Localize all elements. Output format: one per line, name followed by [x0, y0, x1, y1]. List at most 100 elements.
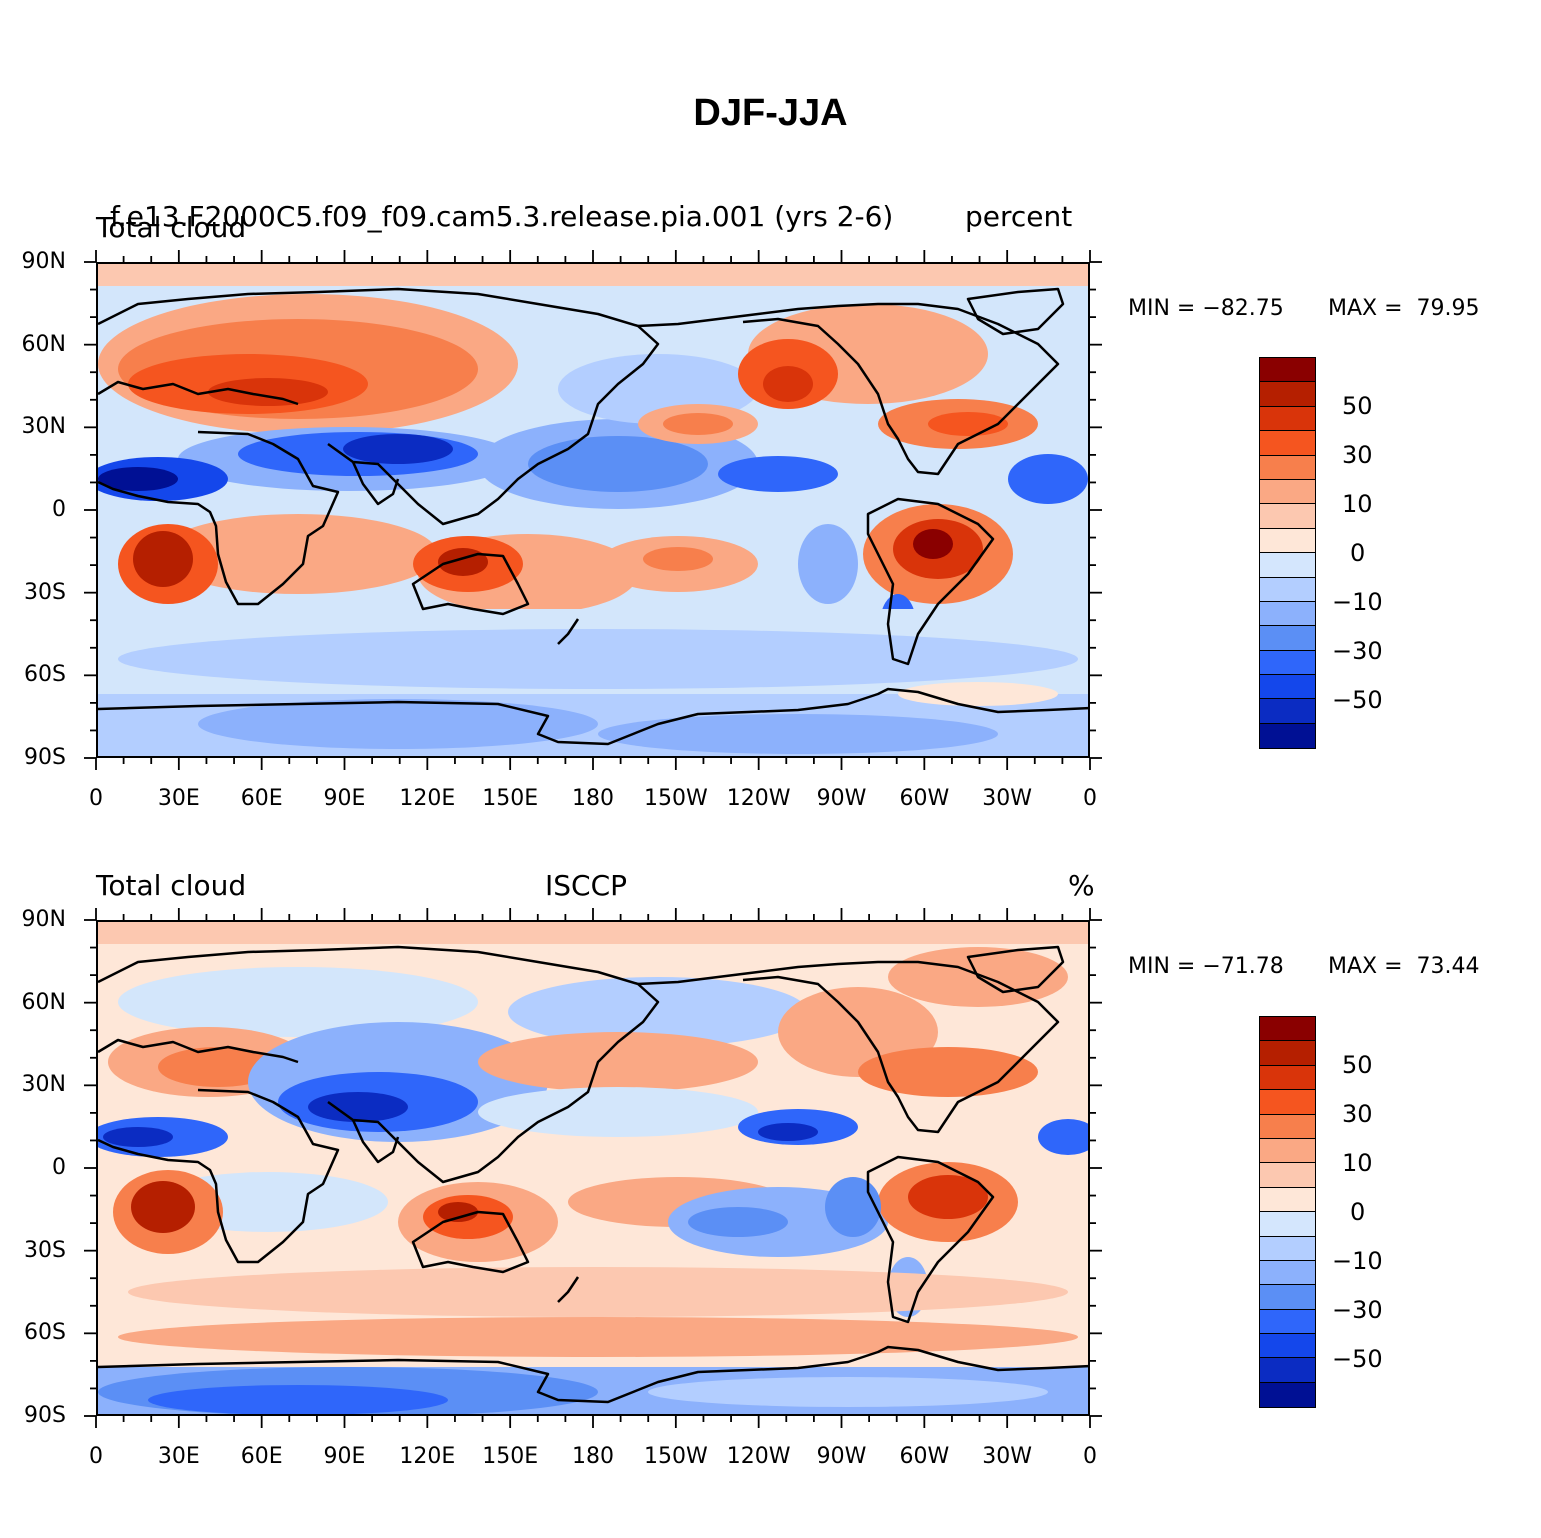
colorbar-swatch	[1260, 699, 1315, 724]
colorbar-swatch	[1260, 1260, 1315, 1286]
panel1-colorbar	[1259, 357, 1316, 749]
colorbar-swatch	[1260, 1187, 1315, 1213]
panel1-units-label: percent	[965, 200, 1073, 233]
lon-tick-label: 120W	[726, 1444, 791, 1469]
panel2-map	[96, 920, 1090, 1416]
colorbar-label: 30	[1342, 441, 1373, 469]
lat-tick-label: 30S	[24, 1237, 66, 1263]
colorbar-swatch	[1260, 1041, 1315, 1066]
lon-tick-label: 0	[1083, 786, 1097, 811]
lon-tick-label: 90W	[816, 786, 867, 811]
lon-tick-label: 30E	[157, 1444, 200, 1469]
panel2-units-label: %	[1068, 869, 1095, 902]
colorbar-swatch	[1260, 723, 1315, 749]
panel1-contour-field	[98, 264, 1088, 756]
lat-tick-label: 30N	[21, 1072, 66, 1098]
colorbar-swatch	[1260, 675, 1315, 700]
lat-tick-label: 90S	[24, 1403, 66, 1428]
lon-tick-label: 150W	[643, 1444, 708, 1469]
colorbar-swatch	[1260, 650, 1315, 676]
colorbar-swatch	[1260, 1358, 1315, 1383]
lon-tick-label: 60W	[899, 1444, 950, 1469]
colorbar-swatch	[1260, 577, 1315, 602]
colorbar-label: 0	[1350, 1198, 1366, 1226]
panel2-min-label: MIN = −71.78	[1128, 954, 1284, 979]
panel2-source-label: ISCCP	[545, 869, 628, 902]
panel1-max-label: MAX = 79.95	[1328, 296, 1480, 321]
figure-title: DJF-JJA	[693, 92, 848, 134]
colorbar-swatch	[1260, 504, 1315, 529]
lon-tick-label: 120E	[399, 786, 456, 811]
colorbar-swatch	[1260, 455, 1315, 480]
panel1-left-label: Total cloud	[96, 211, 247, 244]
lon-tick-label: 120E	[399, 1444, 456, 1469]
colorbar-swatch	[1260, 382, 1315, 407]
colorbar-swatch	[1260, 1138, 1315, 1164]
lat-tick-label: 90N	[21, 249, 66, 274]
lon-tick-label: 150E	[482, 1444, 539, 1469]
panel1-min-label: MIN = −82.75	[1128, 296, 1284, 321]
colorbar-swatch	[1260, 601, 1315, 627]
colorbar-swatch	[1260, 528, 1315, 554]
colorbar-label: 10	[1342, 490, 1373, 518]
colorbar-swatch	[1260, 1334, 1315, 1359]
colorbar-swatch	[1260, 1212, 1315, 1237]
colorbar-label: −10	[1332, 1247, 1383, 1275]
panel1-map	[96, 262, 1090, 758]
lat-tick-label: 0	[52, 1155, 66, 1180]
lon-tick-label: 180	[572, 786, 614, 811]
colorbar-swatch	[1260, 1382, 1315, 1408]
panel2-contour-field	[98, 922, 1088, 1414]
colorbar-label: 50	[1342, 1051, 1373, 1079]
lon-tick-label: 180	[572, 1444, 614, 1469]
lon-tick-label: 150W	[643, 786, 708, 811]
colorbar-label: 0	[1350, 539, 1366, 567]
lat-tick-label: 60S	[24, 662, 66, 688]
colorbar-swatch	[1260, 1236, 1315, 1261]
lon-tick-label: 30E	[157, 786, 200, 811]
lat-tick-label: 60N	[21, 331, 66, 357]
lat-tick-label: 90S	[24, 745, 66, 770]
colorbar-swatch	[1260, 431, 1315, 456]
lon-tick-label: 120W	[726, 786, 791, 811]
lon-tick-label: 0	[1083, 1444, 1097, 1469]
lon-tick-label: 0	[89, 1444, 103, 1469]
colorbar-label: −30	[1332, 1296, 1383, 1324]
lat-tick-label: 60N	[21, 989, 66, 1015]
lon-tick-label: 90E	[323, 1444, 366, 1469]
colorbar-swatch	[1260, 479, 1315, 505]
panel2-max-label: MAX = 73.44	[1328, 954, 1480, 979]
colorbar-swatch	[1260, 1065, 1315, 1091]
colorbar-label: 30	[1342, 1100, 1373, 1128]
colorbar-label: −50	[1332, 1345, 1383, 1373]
lon-tick-label: 150E	[482, 786, 539, 811]
colorbar-swatch	[1260, 1163, 1315, 1188]
colorbar-swatch	[1260, 1017, 1315, 1042]
colorbar-swatch	[1260, 358, 1315, 383]
lon-tick-label: 90W	[816, 1444, 867, 1469]
lat-tick-label: 60S	[24, 1320, 66, 1346]
panel1-source-label: f.e13.F2000C5.f09_f09.cam5.3.release.pia…	[110, 200, 894, 233]
lon-tick-label: 0	[89, 786, 103, 811]
panel2-colorbar	[1259, 1016, 1316, 1408]
lon-tick-label: 60E	[240, 786, 283, 811]
colorbar-label: −30	[1332, 637, 1383, 665]
lat-tick-label: 30S	[24, 579, 66, 605]
colorbar-swatch	[1260, 1114, 1315, 1139]
colorbar-swatch	[1260, 1090, 1315, 1115]
colorbar-label: −10	[1332, 588, 1383, 616]
panel2-left-label: Total cloud	[96, 869, 247, 902]
colorbar-label: 10	[1342, 1149, 1373, 1177]
colorbar-swatch	[1260, 553, 1315, 578]
colorbar-swatch	[1260, 1285, 1315, 1310]
lon-tick-label: 30W	[982, 1444, 1033, 1469]
lon-tick-label: 30W	[982, 786, 1033, 811]
colorbar-swatch	[1260, 406, 1315, 432]
lat-tick-label: 90N	[21, 907, 66, 932]
colorbar-swatch	[1260, 626, 1315, 651]
colorbar-label: −50	[1332, 686, 1383, 714]
colorbar-label: 50	[1342, 392, 1373, 420]
lat-tick-label: 0	[52, 497, 66, 522]
lat-tick-label: 30N	[21, 414, 66, 440]
lon-tick-label: 60E	[240, 1444, 283, 1469]
